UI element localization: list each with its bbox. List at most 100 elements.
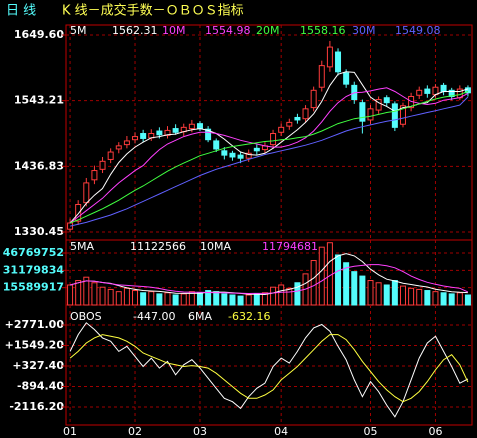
candle-body (140, 133, 147, 139)
candle-body (302, 108, 309, 120)
volume-bar (335, 254, 342, 306)
volume-bar (278, 284, 285, 306)
y-tick-label: 1436.83 (14, 159, 64, 172)
volume-bar (140, 292, 147, 306)
volume-bar (245, 294, 252, 306)
candle-body (294, 116, 301, 121)
candle-body (253, 147, 260, 152)
legend-name: 20M (256, 24, 280, 37)
series-line (69, 264, 469, 295)
plot-frame (65, 24, 473, 426)
candle-body (335, 51, 342, 73)
y-tick-label: 1649.60 (14, 28, 64, 41)
y-tick-label: -2116.20 (9, 400, 64, 413)
volume-bar (359, 275, 366, 306)
candle-body (205, 128, 212, 141)
legend-name: 5MA (70, 240, 94, 253)
volume-bar (432, 291, 439, 306)
candle-body (391, 103, 398, 128)
volume-bar (172, 294, 179, 306)
y-tick-label: 46769752 (3, 246, 64, 259)
legend-name: OBOS (70, 310, 102, 323)
candle-body (237, 154, 244, 159)
candle-body (132, 136, 139, 141)
x-tick-label: 02 (128, 425, 142, 438)
candle-body (156, 130, 163, 136)
candle-body (123, 140, 130, 146)
volume-bar (391, 280, 398, 306)
volume-bar (253, 293, 260, 306)
volume-bar (75, 280, 82, 306)
volume-bar (229, 294, 236, 306)
candle-body (416, 89, 423, 96)
candle-body (464, 87, 471, 94)
volume-bar (164, 292, 171, 306)
volume-bar (156, 293, 163, 306)
volume-bar (132, 290, 139, 306)
candle-body (399, 105, 406, 125)
legend-name: 5M (70, 24, 87, 37)
y-tick-label: 1330.45 (14, 225, 64, 238)
y-tick-label: +327.40 (12, 359, 64, 372)
y-tick-label: -894.40 (17, 380, 64, 393)
candle-body (359, 102, 366, 122)
x-tick-label: 01 (63, 425, 77, 438)
candle-body (440, 84, 447, 93)
volume-bar (213, 291, 220, 306)
legend-name: 30M (352, 24, 376, 37)
candle-body (245, 152, 252, 159)
x-tick-label: 03 (193, 425, 207, 438)
volume-bar (351, 271, 358, 306)
legend-name: 10M (162, 24, 186, 37)
series-line (69, 87, 469, 224)
volume-bar (188, 291, 195, 306)
series-line (69, 334, 469, 403)
candle-body (375, 99, 382, 111)
candle-body (67, 222, 74, 230)
volume-bar (196, 292, 203, 306)
candle-body (213, 140, 220, 150)
legend-value: 1554.98 (205, 24, 251, 37)
volume-bar (408, 287, 415, 306)
legend-value: -632.16 (228, 310, 270, 323)
candle-body (91, 170, 98, 181)
volume-bar (91, 282, 98, 306)
candle-body (318, 65, 325, 88)
volume-bar (318, 246, 325, 306)
volume-bar (221, 293, 228, 306)
candle-body (99, 160, 106, 170)
candle-body (286, 121, 293, 127)
volume-bar (123, 287, 130, 306)
volume-bar (83, 276, 90, 306)
candle-body (448, 89, 455, 97)
y-tick-label: 15589917 (3, 281, 64, 294)
candle-body (172, 128, 179, 133)
volume-bar (464, 294, 471, 306)
volume-bar (237, 295, 244, 306)
y-tick-label: +2771.00 (5, 318, 65, 331)
legend-value: 1549.08 (395, 24, 441, 37)
volume-bar (424, 290, 431, 306)
volume-bar (416, 288, 423, 306)
volume-bar (326, 242, 333, 306)
legend-value: 1558.16 (300, 24, 346, 37)
volume-bar (440, 292, 447, 306)
series-line (69, 322, 469, 418)
legend-name: 10MA (200, 240, 231, 253)
volume-bar (310, 260, 317, 306)
x-tick-label: 05 (364, 425, 378, 438)
volume-bar (286, 287, 293, 306)
y-tick-label: +1549.20 (5, 339, 65, 352)
legend-value: 11122566 (130, 240, 186, 253)
y-tick-label: 1543.21 (14, 94, 64, 107)
volume-bar (99, 286, 106, 306)
series-line (69, 71, 469, 224)
legend-value: -447.00 (133, 310, 175, 323)
x-tick-label: 04 (274, 425, 288, 438)
chart-title: K 线－成交手数－ＯＢＯＳ指标 (62, 3, 244, 19)
y-tick-label: 31179834 (3, 263, 65, 276)
x-tick-label: 06 (428, 425, 442, 438)
volume-bar (270, 286, 277, 306)
volume-bar (180, 293, 187, 306)
